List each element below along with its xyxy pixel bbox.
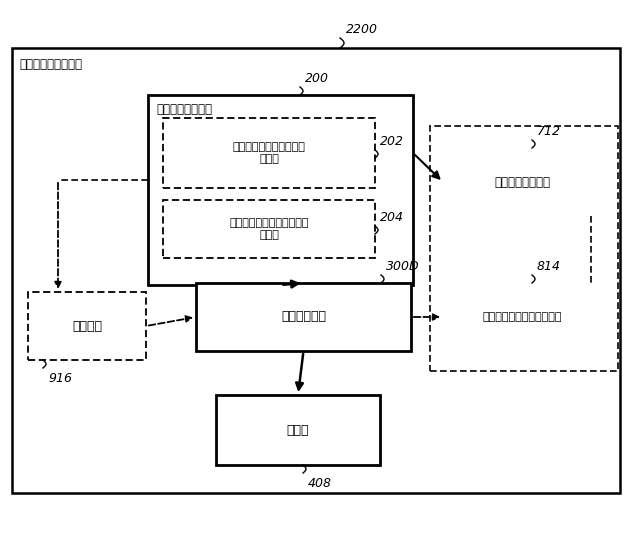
Text: オーディオ・コンテンツ
分類器: オーディオ・コンテンツ 分類器 — [232, 142, 305, 164]
Bar — [12, 48, 620, 493]
Bar — [163, 118, 375, 188]
Text: 等化器: 等化器 — [287, 424, 309, 437]
Text: 200: 200 — [305, 72, 329, 85]
Text: 型平滑化ユニット: 型平滑化ユニット — [494, 175, 550, 188]
Bar — [216, 395, 380, 465]
Text: 204: 204 — [380, 211, 404, 224]
Text: 202: 202 — [380, 135, 404, 148]
Bar — [196, 283, 411, 351]
Bar — [28, 292, 146, 360]
Text: パラメータ平滑化ユニット: パラメータ平滑化ユニット — [483, 312, 562, 322]
Text: 調整ユニット: 調整ユニット — [281, 311, 326, 324]
Text: 2200: 2200 — [346, 23, 378, 36]
Bar — [163, 200, 375, 258]
Text: 等化器コントローラ: 等化器コントローラ — [19, 58, 82, 71]
Text: オーディオ分類器: オーディオ分類器 — [156, 103, 212, 116]
Bar — [148, 95, 413, 285]
Bar — [443, 283, 601, 351]
Text: 712: 712 — [537, 125, 561, 138]
Text: 300D: 300D — [386, 260, 420, 273]
Bar — [430, 126, 618, 371]
Text: 916: 916 — [48, 372, 72, 385]
Text: オーディオ・コンテキスト
分類器: オーディオ・コンテキスト 分類器 — [229, 218, 308, 240]
Text: 814: 814 — [537, 260, 561, 273]
Text: タイマー: タイマー — [72, 320, 102, 333]
Bar — [443, 148, 601, 216]
Text: 408: 408 — [308, 477, 332, 490]
